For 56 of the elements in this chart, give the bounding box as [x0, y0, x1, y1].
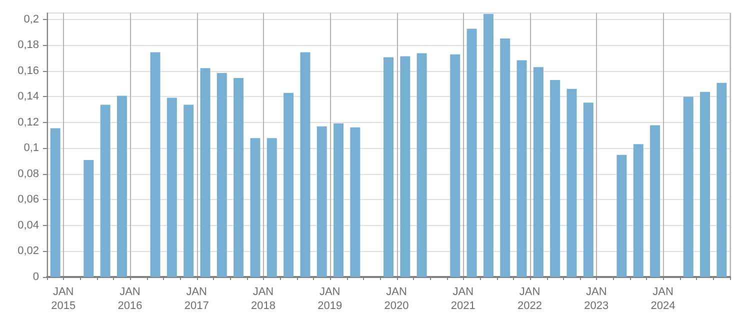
y-tick-label: 0,18	[18, 39, 39, 52]
bar	[700, 92, 710, 277]
y-tick-label: 0,1	[24, 142, 39, 154]
x-tick-label: JAN 2016	[118, 286, 142, 312]
bar	[566, 88, 577, 277]
bar	[483, 14, 494, 277]
bar	[266, 138, 277, 277]
x-tick-label: JAN 2017	[184, 286, 209, 312]
bar	[316, 126, 327, 277]
bar	[583, 102, 594, 277]
y-tick-label: 0,2	[24, 13, 39, 26]
bar	[184, 104, 194, 277]
x-tick-label: JAN 2024	[650, 286, 676, 312]
bar	[334, 123, 344, 277]
bar	[150, 52, 160, 277]
bar	[500, 38, 510, 277]
bar	[550, 80, 560, 277]
bar	[716, 82, 727, 277]
y-tick-label: 0,14	[18, 90, 39, 103]
x-tick-label: JAN 2015	[51, 286, 76, 312]
bar	[416, 53, 427, 277]
x-tick-label: JAN 2020	[384, 286, 409, 312]
bar	[384, 57, 394, 277]
bar	[50, 128, 60, 277]
bar	[250, 138, 260, 277]
bar	[533, 67, 544, 277]
y-tick-label: 0,12	[18, 116, 39, 128]
x-tick-label: JAN 2023	[584, 286, 609, 312]
bar	[350, 127, 360, 277]
bar	[650, 125, 660, 277]
y-tick-label: 0,08	[18, 168, 39, 180]
bar	[633, 144, 644, 277]
bar	[200, 68, 210, 277]
bar	[166, 98, 177, 277]
bar	[450, 54, 460, 277]
bar	[516, 60, 527, 277]
y-tick-label: 0,02	[18, 245, 39, 258]
bar	[100, 104, 110, 277]
bar	[400, 56, 410, 277]
y-tick-label: 0,04	[18, 219, 39, 232]
y-tick-label: 0,16	[18, 64, 39, 77]
bar	[683, 96, 694, 277]
y-tick-label: 0,06	[18, 194, 39, 206]
bar	[116, 96, 127, 277]
x-tick-label: JAN 2018	[250, 286, 276, 312]
bar	[300, 52, 310, 277]
x-tick-label: JAN 2022	[518, 286, 542, 312]
x-tick-label: JAN 2021	[450, 286, 476, 312]
bar	[216, 73, 227, 277]
bar	[616, 154, 627, 277]
bar	[284, 92, 294, 277]
bar	[234, 78, 244, 277]
bar	[466, 28, 477, 277]
x-tick-label: JAN 2019	[318, 286, 342, 312]
bar	[84, 160, 94, 277]
y-tick-label: 0	[32, 271, 39, 283]
